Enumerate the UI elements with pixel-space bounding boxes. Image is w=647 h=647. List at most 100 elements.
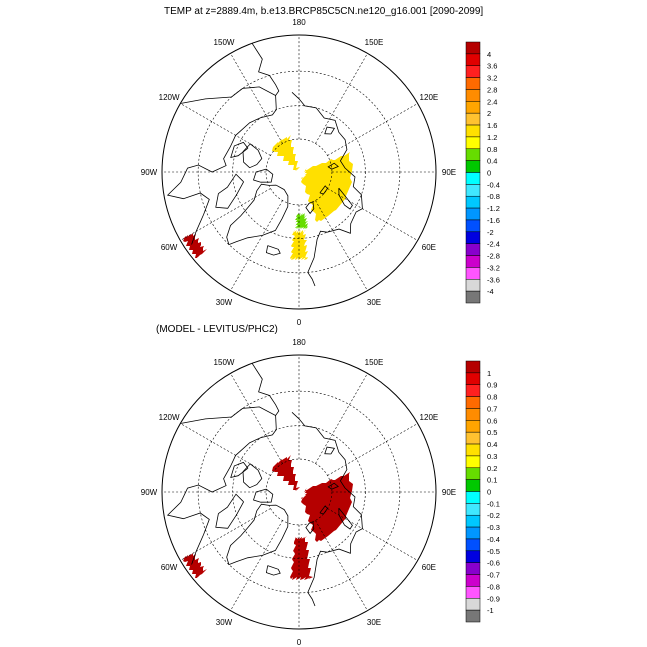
polar-map-1: 180 150E 120E 90E 60E 30E 0 30W 60W 90W 120W 150W 4 3… (141, 18, 500, 327)
meridian-line (180, 423, 271, 476)
map-boundary (161, 354, 437, 630)
meridian-line (327, 508, 418, 561)
latitude-circle (265, 138, 333, 206)
anomaly-patch-eurasian-basin-center (301, 152, 353, 222)
colorbar-swatch (465, 53, 481, 66)
colorbar-swatch (465, 574, 481, 587)
colorbar-tick-label: 4 (487, 50, 491, 59)
colorbar-tick-label: 0 (487, 488, 491, 497)
map-boundary (161, 34, 437, 310)
meridian-line (315, 53, 368, 144)
colorbar-swatch (465, 148, 481, 161)
colorbar-tick-label: 2.4 (487, 97, 497, 106)
map-field (162, 355, 436, 629)
colorbar-tick-label: -0.2 (487, 511, 500, 520)
colorbar-tick-label: -3.6 (487, 275, 500, 284)
colorbar-tick-label: -0.8 (487, 192, 500, 201)
colorbar-tick-label: 0.3 (487, 452, 497, 461)
anomaly-patch-nordic-green (295, 213, 308, 229)
latitude-circle (197, 390, 401, 594)
colorbar-swatch (465, 467, 481, 480)
colorbar-swatch (465, 396, 481, 409)
lon-label: 180 (292, 18, 306, 27)
colorbar-swatch (465, 207, 481, 221)
colorbar-tick-label: -2.8 (487, 252, 500, 261)
colorbar-swatch (465, 101, 481, 114)
lon-label: 90W (141, 488, 158, 497)
colorbar-tick-label: -0.4 (487, 180, 500, 189)
lon-label: 90W (141, 168, 158, 177)
lon-label: 90E (442, 488, 456, 497)
coastline-canada-north-coast (166, 86, 277, 245)
colorbar-tick-label: -1.6 (487, 216, 500, 225)
colorbar-swatch (465, 420, 481, 433)
colorbar-swatch (465, 290, 481, 304)
anomaly-patch-eurasian-basin-upper (271, 135, 300, 171)
colorbar-swatch (465, 160, 481, 173)
colorbar-swatch (465, 609, 481, 623)
colorbar-swatch (465, 279, 481, 292)
colorbar-tick-label: 3.6 (487, 62, 497, 71)
lon-label: 30W (216, 618, 233, 627)
meridian-line (327, 188, 418, 241)
colorbar-tick-label: 0.8 (487, 393, 497, 402)
colorbar-swatch (465, 514, 481, 528)
latitude-circle (232, 425, 366, 559)
colorbar-tick-label: 0.2 (487, 464, 497, 473)
coastline-canadian-archipelago-a (242, 463, 263, 489)
colorbar-tick-label: -0.7 (487, 571, 500, 580)
colorbar-tick-label: -0.9 (487, 594, 500, 603)
lon-label: 180 (292, 338, 306, 347)
meridian-line (315, 200, 368, 291)
coastline-victoria-island (230, 461, 249, 479)
coastline-canada-north-coast (166, 406, 277, 565)
coastline-alaska-bering-coast (251, 363, 280, 416)
colorbar-tick-label: -4 (487, 287, 494, 296)
anomaly-patch-eurasian-basin-center (301, 472, 353, 542)
meridian-line (230, 520, 283, 611)
colorbar-swatch (465, 455, 481, 469)
coastline-canadian-archipelago-b (252, 488, 274, 503)
colorbar-tick-label: 0.9 (487, 381, 497, 390)
coastline-canadian-archipelago-b (252, 168, 274, 183)
colorbar-tick-label: 2 (487, 109, 491, 118)
colorbar-swatch (465, 538, 481, 552)
colorbar-swatch (465, 408, 481, 421)
colorbar-swatch (465, 112, 481, 126)
colorbar-tick-label: 0.5 (487, 428, 497, 437)
coastline-baffin-island (215, 493, 244, 529)
colorbar-swatch (465, 195, 481, 209)
colorbar-tick-label: 0.1 (487, 476, 497, 485)
meridian-line (327, 423, 418, 476)
colorbar-swatch (465, 443, 481, 457)
colorbar-swatch (465, 219, 481, 233)
lon-label: 0 (297, 638, 302, 647)
colorbar-swatch (465, 550, 481, 563)
meridian-line (230, 200, 283, 291)
colorbar-swatch (465, 231, 481, 244)
colorbar-swatch (465, 526, 481, 540)
lon-label: 120E (420, 93, 439, 102)
colorbar-tick-label: 1 (487, 369, 491, 378)
lon-label: 120W (159, 93, 180, 102)
colorbar-tick-label: -0.4 (487, 535, 500, 544)
colorbar-tick-label: -0.5 (487, 547, 500, 556)
colorbar-swatch (465, 598, 481, 611)
lon-label: 60E (422, 563, 436, 572)
colorbar-swatch (465, 124, 481, 138)
coastline-severnaya-zemlya (327, 162, 339, 170)
plot-title: TEMP at z=2889.4m, b.e13.BRCP85C5CN.ne12… (164, 6, 484, 17)
lon-label: 150E (365, 38, 384, 47)
colorbar-tick-label: -3.2 (487, 263, 500, 272)
colorbar-tick-label: 0.4 (487, 157, 497, 166)
colorbar-tick-label: 0 (487, 169, 491, 178)
colorbar-tick-label: -0.1 (487, 499, 500, 508)
coastline-siberia-coast (291, 92, 363, 234)
coastline-greenland-coast (226, 183, 289, 246)
colorbar-tick-label: 0.4 (487, 440, 497, 449)
colorbar-tick-label: -0.3 (487, 523, 500, 532)
colorbar-swatch (465, 255, 481, 268)
lon-label: 30W (216, 298, 233, 307)
colorbar-tick-label: -2 (487, 228, 494, 237)
